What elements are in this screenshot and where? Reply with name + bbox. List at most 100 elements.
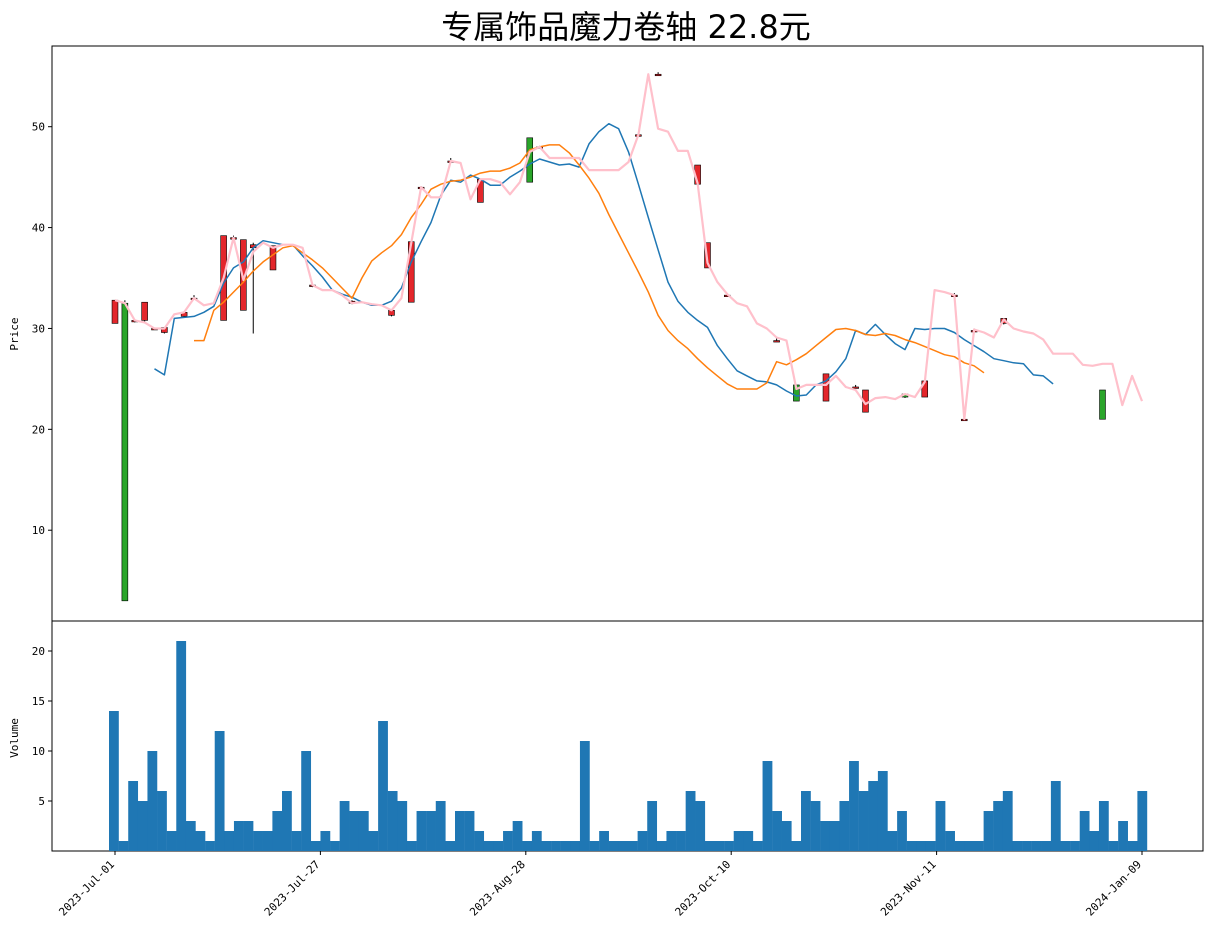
volume-bar	[647, 801, 658, 851]
volume-bar	[128, 781, 139, 851]
volume-bar	[589, 841, 600, 851]
volume-bar	[637, 831, 648, 851]
volume-bar	[214, 731, 225, 851]
volume-bar	[426, 811, 436, 851]
volume-bar	[445, 841, 456, 851]
volume-bar	[608, 841, 619, 851]
price-y-tick-label: 20	[32, 423, 45, 436]
volume-bar	[301, 751, 312, 851]
volume-y-axis: 5 10 15 20	[32, 645, 52, 808]
volume-bar	[1089, 831, 1100, 851]
volume-bar	[483, 841, 494, 851]
volume-bar	[656, 841, 667, 851]
volume-bar	[1137, 791, 1148, 851]
volume-bar	[531, 831, 542, 851]
price-y-tick-label: 40	[32, 222, 45, 235]
volume-bar	[839, 801, 850, 851]
volume-bar	[1031, 841, 1042, 851]
volume-bar	[849, 761, 859, 851]
volume-bar	[1070, 841, 1080, 851]
volume-bar	[925, 841, 936, 851]
volume-bar	[387, 791, 398, 851]
volume-y-tick-label: 5	[38, 795, 45, 808]
volume-bar	[1127, 841, 1138, 851]
volume-bar	[157, 791, 167, 851]
price-panel: 10 20 30 40 50 Price	[8, 45, 1204, 622]
volume-bar	[243, 821, 254, 851]
volume-bar	[1060, 841, 1071, 851]
volume-bar	[378, 721, 388, 851]
price-axis-label: Price	[8, 317, 21, 350]
volume-bar	[233, 821, 244, 851]
volume-bar	[791, 841, 802, 851]
volume-bar	[676, 831, 686, 851]
volume-bar	[166, 831, 177, 851]
volume-bar	[579, 741, 590, 851]
volume-bar	[176, 641, 187, 851]
volume-bar	[464, 811, 475, 851]
volume-bar	[397, 801, 408, 851]
volume-bar	[195, 831, 206, 851]
candle-down	[121, 302, 129, 602]
volume-bar	[935, 801, 946, 851]
volume-bar	[224, 831, 235, 851]
volume-bar	[541, 841, 552, 851]
volume-bar	[282, 791, 292, 851]
candle-up	[654, 73, 662, 77]
volume-bar	[272, 811, 283, 851]
volume-bar	[964, 841, 975, 851]
volume-bar	[330, 841, 340, 851]
volume-bar	[185, 821, 196, 851]
volume-bar	[493, 841, 504, 851]
volume-bar	[570, 841, 581, 851]
moving-average-line	[154, 122, 1054, 397]
volume-bar	[1041, 841, 1052, 851]
volume-bar	[695, 801, 706, 851]
volume-bar	[1108, 841, 1119, 851]
x-tick-label: 2024-Jan-09	[1083, 858, 1144, 919]
volume-bar	[954, 841, 965, 851]
volume-bar	[618, 841, 629, 851]
volume-bar	[628, 841, 638, 851]
volume-bar	[714, 841, 725, 851]
volume-bar	[503, 831, 513, 851]
volume-bar	[752, 841, 763, 851]
price-line-series	[114, 73, 1144, 421]
volume-bar	[349, 811, 360, 851]
volume-y-tick-label: 20	[32, 645, 45, 658]
volume-bar	[147, 751, 158, 851]
volume-y-tick-label: 15	[32, 695, 45, 708]
volume-bar	[829, 821, 840, 851]
volume-bar	[897, 811, 907, 851]
volume-bar	[109, 711, 119, 851]
candlestick-series	[111, 72, 1106, 602]
date-x-axis: 2023-Jul-01 2023-Jul-27 2023-Aug-28 2023-Oc…	[56, 851, 1144, 919]
volume-bar	[1118, 821, 1128, 851]
volume-bar	[916, 841, 927, 851]
volume-bar	[743, 831, 754, 851]
x-tick-label: 2023-Jul-01	[56, 858, 117, 919]
volume-bar	[974, 841, 984, 851]
volume-bar	[820, 821, 831, 851]
volume-bar	[406, 841, 417, 851]
volume-bar	[1050, 781, 1061, 851]
volume-bar	[262, 831, 273, 851]
volume-bar	[666, 831, 677, 851]
volume-bar	[801, 791, 811, 851]
volume-bar	[474, 831, 485, 851]
candle-down	[1099, 389, 1106, 420]
candle-up	[852, 386, 859, 389]
volume-bar	[724, 841, 734, 851]
volume-bar	[1022, 841, 1032, 851]
volume-bar	[339, 801, 350, 851]
volume-bar	[993, 801, 1004, 851]
volume-bar	[1002, 791, 1013, 851]
volume-bar-series	[109, 641, 1148, 851]
volume-bar	[560, 841, 571, 851]
x-tick-label: 2023-Nov-11	[878, 858, 939, 919]
volume-bar	[762, 761, 773, 851]
volume-bar	[205, 841, 215, 851]
volume-bar	[733, 831, 744, 851]
volume-bar	[858, 791, 869, 851]
